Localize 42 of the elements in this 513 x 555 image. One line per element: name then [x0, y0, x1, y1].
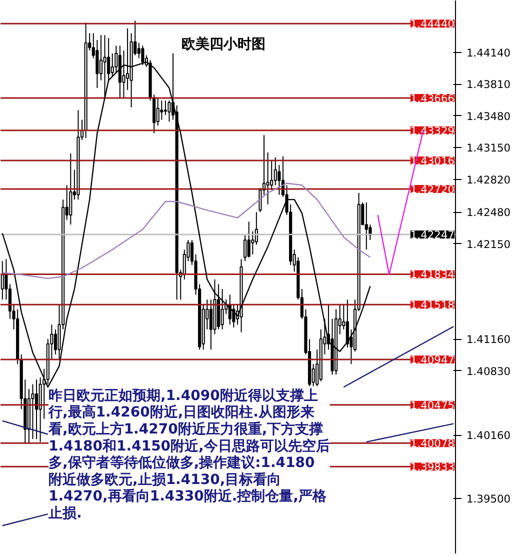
- ref-line-label: 1.42247: [410, 228, 455, 242]
- y-tick-label: 1.40160: [466, 429, 511, 442]
- candlestick: [156, 97, 160, 126]
- candlestick: [164, 100, 167, 116]
- candlestick: [364, 202, 368, 250]
- ref-line-label: 1.39833: [410, 460, 455, 474]
- y-tick-label: 1.43150: [466, 142, 511, 155]
- y-tick-label: 1.42150: [466, 238, 511, 251]
- ref-line-label: 1.44440: [410, 18, 455, 31]
- candlestick: [209, 299, 212, 350]
- ref-line-label: 1.40475: [410, 398, 455, 412]
- y-tick-label: 1.39500: [466, 492, 511, 506]
- candlestick: [247, 221, 250, 258]
- candlestick: [168, 100, 171, 122]
- candlestick: [99, 34, 103, 81]
- ref-line-label: 1.41518: [410, 298, 455, 312]
- y-tick-label: 1.43810: [466, 78, 511, 92]
- candlestick: [69, 152, 72, 226]
- annotation: 昨日欧元正如预期,1.4090附近得以支撑上行,最高1.4260附近,日图收阳柱.从图形来看,欧元上方1.4270附近压力很重,下方支撑1.4180和1.4150附近,今日思路可以先空后多,保守者等待低位做多,操作建议:1.4180附近做多欧元,止损1.4130,目标看向1.4270,再看向1.4330附近.控制仓量,严格止损.: [48, 386, 330, 522]
- ref-line-label: 1.43666: [410, 92, 455, 106]
- y-tick-label: 1.43480: [466, 110, 511, 123]
- candlestick: [220, 288, 224, 330]
- line-series: [2, 182, 371, 280]
- candlestick: [266, 152, 270, 205]
- candlestick: [0, 260, 4, 300]
- ref-line-label: 1.40078: [410, 437, 455, 450]
- candlestick: [31, 384, 34, 440]
- y-tick-label: 1.44140: [466, 46, 511, 60]
- text: 欧美四小时图: [181, 36, 266, 52]
- ref-line-label: 1.43329: [410, 124, 455, 138]
- y-tick-label: 1.42480: [466, 206, 511, 220]
- candlestick: [244, 234, 247, 262]
- ref-line-label: 1.42720: [410, 183, 455, 196]
- y-tick-label: 1.42820: [466, 173, 511, 186]
- candlestick: [160, 100, 164, 120]
- candlestick: [251, 230, 254, 255]
- candlestick: [278, 164, 281, 196]
- ref-line-label: 1.41834: [410, 268, 455, 282]
- ref-line-label: 1.40947: [410, 354, 455, 367]
- y-tick-label: 1.41160: [466, 333, 511, 346]
- candlestick: [137, 42, 140, 59]
- y-tick-label: 1.40830: [466, 364, 511, 378]
